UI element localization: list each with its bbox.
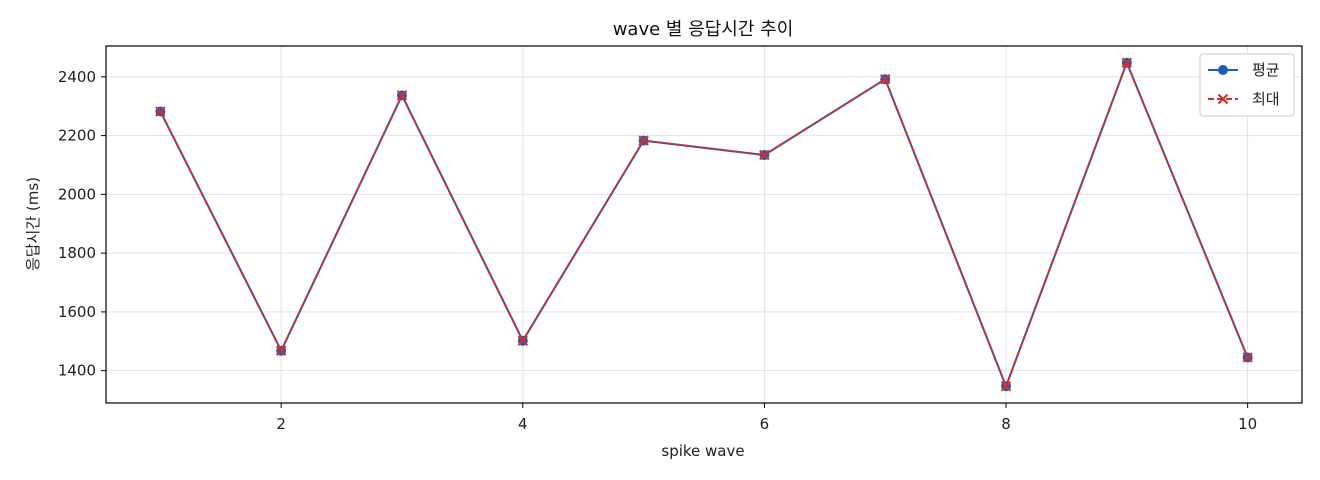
- x-marker-stroke: [1217, 93, 1229, 105]
- y-axis-label: 응답시간 (ms): [24, 177, 42, 271]
- legend-marker-series-2: [1217, 93, 1229, 105]
- x-marker-stroke: [1121, 57, 1133, 68]
- data-point: [517, 335, 528, 346]
- x-marker-stroke: [1242, 352, 1253, 363]
- x-marker-stroke: [880, 73, 891, 85]
- series-line: [159, 61, 1249, 388]
- plot-area-frame: [105, 45, 1303, 404]
- x-marker-stroke: [1000, 381, 1012, 392]
- y-tick-label: 1800: [58, 244, 96, 262]
- y-tick-label: 2400: [58, 68, 96, 86]
- x-tick-label: 2: [276, 415, 286, 433]
- x-marker-stroke: [155, 106, 166, 117]
- data-point: [275, 345, 287, 356]
- data-point: [1121, 57, 1133, 68]
- x-tick-label: 8: [1001, 415, 1011, 433]
- y-tick-label: 2200: [58, 127, 96, 145]
- x-axis-label: spike wave: [661, 442, 744, 460]
- x-marker-stroke: [396, 90, 408, 101]
- legend-marker-series-1: [1218, 65, 1228, 75]
- legend-x-marker: [1217, 93, 1229, 105]
- y-tick-label: 1400: [58, 362, 96, 380]
- data-point: [638, 135, 649, 146]
- legend-label-series-1: 평균: [1252, 61, 1280, 79]
- x-marker-stroke: [759, 149, 770, 161]
- data-point: [880, 73, 891, 85]
- x-marker-stroke: [275, 345, 287, 356]
- x-tick-label: 6: [760, 415, 770, 433]
- data-point: [155, 106, 166, 117]
- x-marker-stroke: [517, 335, 528, 346]
- grid-lines: [106, 46, 1302, 403]
- data-point: [1242, 352, 1253, 363]
- x-tick-label: 10: [1238, 415, 1257, 433]
- axis-ticks: 2 4 6 8 10 1400 1600 1800 2000 2200 2400: [58, 68, 1257, 433]
- data-point: [1000, 381, 1012, 392]
- data-point: [396, 90, 408, 101]
- series-line: [159, 61, 1249, 388]
- legend-label-series-2: 최대: [1252, 90, 1280, 108]
- y-tick-label: 1600: [58, 303, 96, 321]
- chart-title: wave 별 응답시간 추이: [613, 19, 794, 40]
- chart-legend: 평균 최대: [1199, 53, 1295, 117]
- x-tick-label: 4: [518, 415, 528, 433]
- data-series: [155, 57, 1253, 392]
- legend-frame: [1199, 53, 1295, 117]
- series-2: [155, 57, 1253, 392]
- series-1: [155, 57, 1253, 392]
- y-tick-label: 2000: [58, 185, 96, 203]
- x-marker-stroke: [638, 135, 649, 146]
- data-point: [759, 149, 770, 161]
